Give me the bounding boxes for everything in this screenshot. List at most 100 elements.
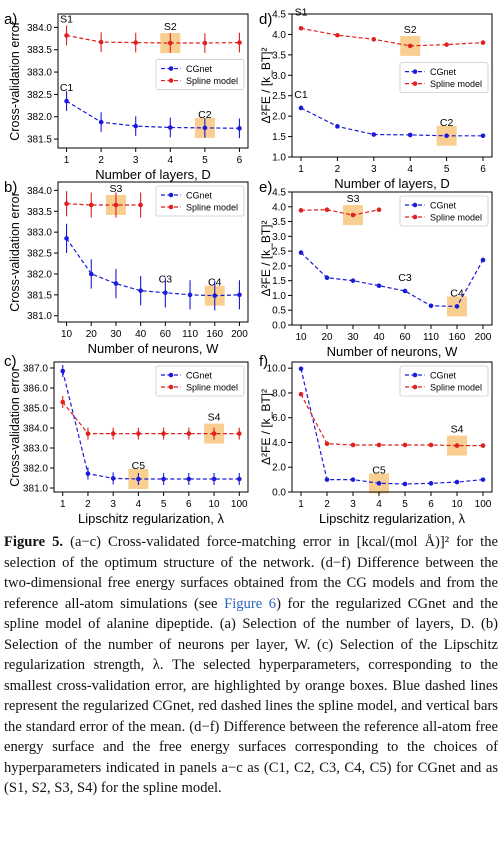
figure-5-panels: a) 381.5 382.0 382.5 383.0 383.5 384.0 1 2 3 4 5 6 Nu… xyxy=(4,6,493,525)
panel-d: d) 1.0 1.5 2.0 2.5 3.0 3.5 4.0 4.5 1 2 3 4 5 6 Number o… xyxy=(259,6,493,191)
series-cgnet xyxy=(298,366,486,487)
legend-frame xyxy=(155,59,245,90)
x-tick-label: 160 xyxy=(206,329,223,340)
legend-marker xyxy=(168,66,174,71)
x-axis-label: Lipschitz regularization, λ xyxy=(319,511,465,525)
legend-marker xyxy=(412,384,418,390)
data-point xyxy=(480,443,486,448)
panel-letter: e) xyxy=(259,179,272,196)
y-tick-label: 382.0 xyxy=(23,464,48,475)
data-point xyxy=(237,126,242,131)
y-tick-label: 381.0 xyxy=(23,484,48,495)
caption-label: Figure 5. xyxy=(4,534,64,550)
series-line xyxy=(300,27,484,47)
caption-figure-link[interactable]: Figure 6 xyxy=(224,595,277,612)
data-point xyxy=(402,442,408,448)
data-point xyxy=(64,236,69,241)
y-tick-label: 0.0 xyxy=(272,488,286,499)
series-cgnet xyxy=(298,250,486,309)
data-point xyxy=(136,431,141,436)
data-point xyxy=(454,304,460,309)
y-axis-label: Δ²FE / [k_BT]² xyxy=(259,47,273,123)
data-point xyxy=(161,476,166,482)
x-tick-label: 200 xyxy=(475,332,492,343)
annotation-c2: C2 xyxy=(198,109,212,121)
annotation-c3: C3 xyxy=(398,272,412,284)
data-point xyxy=(402,481,408,487)
data-point xyxy=(64,201,69,207)
series-spline-model xyxy=(298,391,486,448)
x-tick-label: 5 xyxy=(402,499,408,510)
data-point xyxy=(167,125,173,130)
data-point xyxy=(480,477,486,482)
x-tick-label: 60 xyxy=(399,332,411,343)
legend-marker xyxy=(412,214,418,220)
legend-label: CGnet xyxy=(430,201,457,211)
x-tick-label: 1 xyxy=(64,155,70,166)
x-tick-label: 4 xyxy=(376,499,382,510)
data-point xyxy=(444,133,449,139)
x-tick-label: 110 xyxy=(182,329,198,340)
x-tick-label: 3 xyxy=(133,155,139,166)
x-tick-label: 6 xyxy=(186,499,192,510)
x-tick-label: 60 xyxy=(160,329,172,340)
data-point xyxy=(298,208,304,213)
y-tick-label: 383.0 xyxy=(23,444,48,455)
legend-label: CGnet xyxy=(186,371,213,381)
series-line xyxy=(300,209,380,216)
panel-f: f) 0.0 2.0 4.0 6.0 8.0 10.0 1 2 3 4 5 6 10 100 Lipschit… xyxy=(259,353,493,525)
y-tick-label: 3.5 xyxy=(272,217,286,228)
data-point xyxy=(211,476,217,482)
y-tick-label: 383.0 xyxy=(27,228,52,239)
annotation-s2: S2 xyxy=(164,21,177,33)
data-point xyxy=(187,292,193,298)
legend: CGnet Spline model xyxy=(155,59,245,90)
data-point xyxy=(136,476,141,482)
data-point xyxy=(98,119,104,125)
data-point xyxy=(350,278,356,283)
data-point xyxy=(480,257,486,263)
y-tick-label: 8.0 xyxy=(272,388,286,399)
data-point xyxy=(350,442,356,448)
legend: CGnet Spline model xyxy=(399,195,489,227)
panel-letter: a) xyxy=(4,11,17,28)
data-point xyxy=(138,288,143,293)
data-point xyxy=(211,431,217,436)
data-point xyxy=(88,271,94,277)
data-point xyxy=(98,39,104,45)
legend-frame xyxy=(399,365,489,397)
annotation-c4: C4 xyxy=(450,287,464,299)
legend: CGnet Spline model xyxy=(399,62,489,94)
y-tick-label: 384.0 xyxy=(27,23,52,34)
data-point xyxy=(212,293,218,298)
data-point xyxy=(236,476,242,482)
x-tick-label: 20 xyxy=(86,329,98,340)
series-cgnet xyxy=(298,105,486,139)
y-tick-label: 383.5 xyxy=(27,45,52,56)
y-tick-label: 385.0 xyxy=(23,404,48,415)
y-tick-label: 6.0 xyxy=(272,413,286,424)
annotation-c1: C1 xyxy=(60,82,74,94)
data-point xyxy=(376,481,382,486)
data-point xyxy=(113,281,119,286)
data-point xyxy=(236,431,242,436)
data-point xyxy=(298,391,304,397)
y-tick-label: 2.5 xyxy=(272,247,286,258)
data-point xyxy=(64,98,69,104)
data-point xyxy=(407,43,413,49)
annotation-c3: C3 xyxy=(159,274,173,286)
y-tick-label: 2.0 xyxy=(272,112,286,123)
x-tick-label: 2 xyxy=(85,499,91,510)
y-tick-label: 4.0 xyxy=(272,202,286,213)
legend-frame xyxy=(155,365,245,397)
x-tick-label: 30 xyxy=(347,332,359,343)
y-tick-label: 3.0 xyxy=(272,232,286,243)
x-tick-label: 2 xyxy=(324,499,330,510)
x-tick-label: 110 xyxy=(423,332,439,343)
data-point xyxy=(335,124,340,129)
y-tick-label: 4.5 xyxy=(272,188,286,199)
panel-a: a) 381.5 382.0 382.5 383.0 383.5 384.0 1 2 3 4 5 6 Nu… xyxy=(4,11,249,182)
data-point xyxy=(402,288,408,294)
annotation-c4: C4 xyxy=(208,277,222,289)
data-point xyxy=(167,40,173,46)
